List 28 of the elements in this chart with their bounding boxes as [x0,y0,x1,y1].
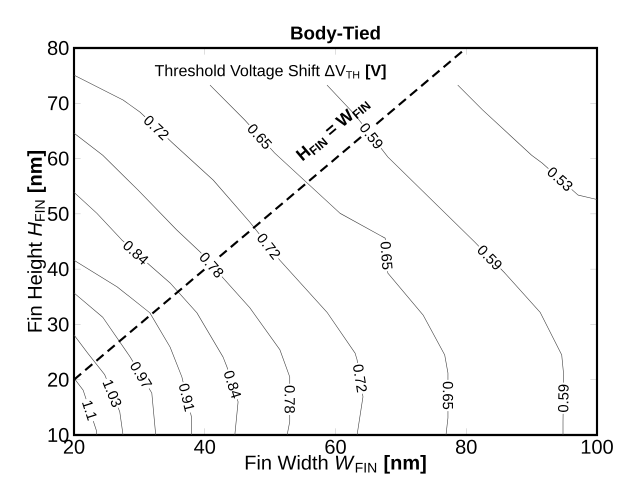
y-tick-label: 50 [48,206,68,221]
annotation: 0.84 [124,240,148,265]
annotation: 0.53 [548,168,572,191]
annotation: 1.03 [102,380,122,407]
y-tick-label: 80 [48,40,68,56]
x-tick-label: 80 [456,440,477,454]
annotation: Threshold Voltage Shift ΔV$_{TH}$ [V] [154,64,386,80]
annotation: 0.78 [284,386,295,413]
y-tick-label: 40 [48,262,68,276]
annotation: 0.72 [353,364,367,392]
y-tick-label: 70 [48,96,68,110]
x-tick-label: 60 [325,440,346,454]
x-axis-title: Fin Width W$_{FIN}$ [nm] [246,455,426,474]
annotation: 0.59 [478,246,502,270]
annotation: 0.65 [380,242,392,270]
chart-title: Body-Tied [291,26,380,44]
annotation: 0.91 [179,384,194,412]
y-axis-title: Fin Height H$_{FIN}$ [nm] [27,150,46,332]
y-tick-label: 20 [48,372,68,387]
y-tick-label: 60 [48,151,68,166]
annotation: 0.84 [224,370,242,398]
x-tick-label: 100 [582,440,613,454]
annotation: 0.65 [442,382,454,410]
annotation: 0.97 [130,362,152,386]
x-tick-label: 40 [194,440,216,454]
y-tick-label: 30 [48,317,68,332]
annotation: 1.1 [82,400,97,421]
annotation: 0.59 [558,384,569,412]
